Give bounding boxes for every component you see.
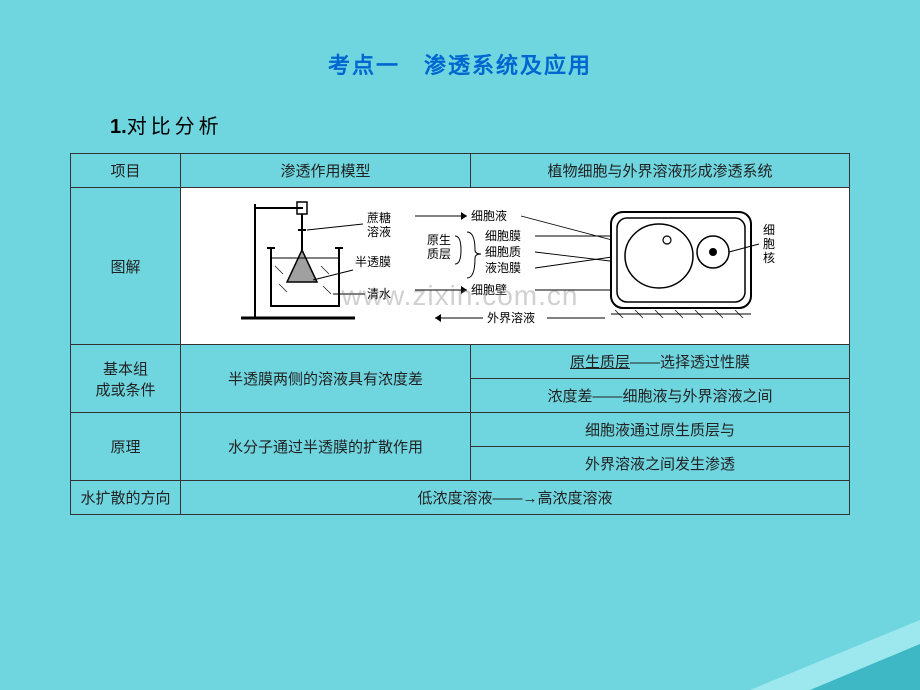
header-col1: 项目 (71, 154, 181, 188)
label-protoplast-l2: 质层 (427, 247, 451, 261)
label-membrane: 半透膜 (355, 255, 391, 269)
table-row-direction: 水扩散的方向 低浓度溶液——→高浓度溶液 (71, 481, 850, 515)
principle-label: 原理 (71, 413, 181, 481)
table-row-principle-1: 原理 水分子通过半透膜的扩散作用 细胞液通过原生质层与 (71, 413, 850, 447)
principle-c3-l1: 细胞液通过原生质层与 (471, 413, 850, 447)
table-header-row: 项目 渗透作用模型 植物细胞与外界溶液形成渗透系统 (71, 154, 850, 188)
label-cytoplasm: 细胞质 (485, 245, 521, 259)
diagram-row-label: 图解 (71, 188, 181, 345)
comparison-table: 项目 渗透作用模型 植物细胞与外界溶液形成渗透系统 图解 (70, 153, 850, 515)
label-protoplast-l1: 原生 (427, 233, 451, 247)
principle-c2: 水分子通过半透膜的扩散作用 (181, 413, 471, 481)
label-vacuole-membrane: 液泡膜 (485, 260, 521, 275)
label-nucleus-3: 核 (763, 251, 775, 265)
label-cell-membrane: 细胞膜 (485, 229, 521, 243)
label-external: 外界溶液 (487, 310, 535, 325)
conditions-c3-l1-b: ——选择透过性膜 (630, 354, 750, 371)
label-nucleus-2: 胞 (763, 237, 775, 251)
label-nucleus-1: 细 (763, 223, 775, 237)
principle-c3-l2: 外界溶液之间发生渗透 (471, 447, 850, 481)
conditions-c2: 半透膜两侧的溶液具有浓度差 (181, 345, 471, 413)
label-cell-sap: 细胞液 (471, 208, 507, 223)
header-col2: 渗透作用模型 (181, 154, 471, 188)
osmosis-diagram: 蔗糖 溶液 半透膜 清水 细胞液 原生 质层 (183, 194, 847, 334)
conditions-c3-l1: 原生质层——选择透过性膜 (471, 345, 850, 379)
subhead-text: 对比分析 (127, 116, 223, 138)
direction-value: 低浓度溶液——→高浓度溶液 (181, 481, 850, 515)
corner-decoration (750, 620, 920, 690)
subheading: 1.对比分析 (110, 110, 850, 139)
direction-label: 水扩散的方向 (71, 481, 181, 515)
conditions-label-l2: 成或条件 (95, 382, 155, 399)
label-solution: 溶液 (367, 224, 391, 239)
conditions-c3-l1-a: 原生质层 (570, 354, 630, 371)
label-sucrose: 蔗糖 (367, 210, 391, 225)
conditions-label: 基本组 成或条件 (71, 345, 181, 413)
header-col3: 植物细胞与外界溶液形成渗透系统 (471, 154, 850, 188)
label-water: 清水 (367, 287, 391, 301)
subhead-number: 1. (110, 116, 127, 138)
table-row-diagram: 图解 (71, 188, 850, 345)
table-row-conditions-1: 基本组 成或条件 半透膜两侧的溶液具有浓度差 原生质层——选择透过性膜 (71, 345, 850, 379)
conditions-label-l1: 基本组 (103, 361, 148, 378)
label-cell-wall: 细胞壁 (471, 282, 507, 297)
page-number: 第3页 (841, 657, 874, 676)
conditions-c3-l2: 浓度差——细胞液与外界溶液之间 (471, 379, 850, 413)
slide-title: 考点一 渗透系统及应用 (70, 48, 850, 80)
diagram-cell: 蔗糖 溶液 半透膜 清水 细胞液 原生 质层 (181, 188, 850, 345)
